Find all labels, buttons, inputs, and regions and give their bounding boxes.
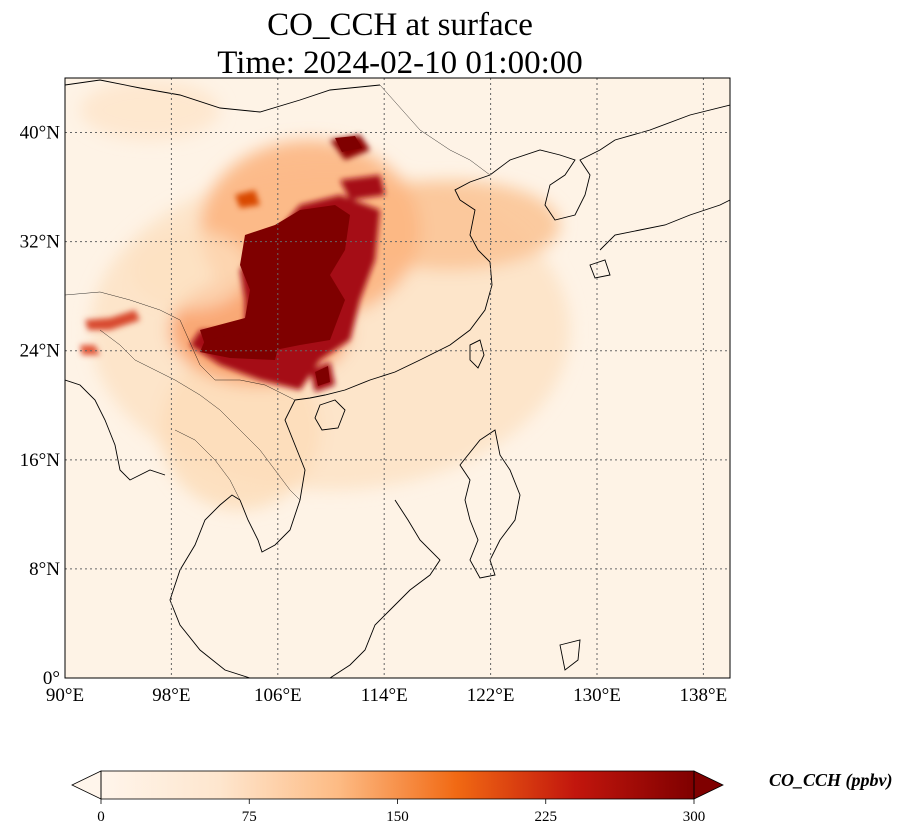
colorbar-extend-max xyxy=(693,770,724,800)
gridlines xyxy=(65,78,730,678)
title-line-2: Time: 2024-02-10 01:00:00 xyxy=(217,45,583,81)
map-panel xyxy=(65,78,730,678)
lon-tick-label: 90°E xyxy=(46,685,84,706)
lon-tick-label: 130°E xyxy=(573,685,621,706)
colorbar-title: CO_CCH (ppbv) xyxy=(769,770,893,790)
colorbar-ticks: 0 75 150 225 300 xyxy=(97,799,705,825)
colorbar-tick-label: 75 xyxy=(242,809,257,825)
concentration-field xyxy=(80,80,570,510)
coastlines xyxy=(65,79,730,678)
colorbar-tick-label: 300 xyxy=(683,809,706,825)
lat-tick-label: 16°N xyxy=(20,450,61,471)
lat-tick-label: 32°N xyxy=(20,232,61,253)
lat-tick-label: 8°N xyxy=(29,559,60,580)
colorbar-tick-label: 225 xyxy=(535,809,558,825)
colorbar-tick-label: 0 xyxy=(97,809,105,825)
colorbar-tick-label: 150 xyxy=(386,809,409,825)
lat-axis: 0° 8°N 16°N 24°N 32°N 40°N xyxy=(20,123,61,689)
colorbar-extend-min xyxy=(71,770,102,800)
lon-axis: 90°E 98°E 106°E 114°E 122°E 130°E 138°E xyxy=(46,685,727,706)
map-frame xyxy=(64,77,731,679)
lon-tick-label: 98°E xyxy=(152,685,190,706)
colorbar-gradient xyxy=(101,771,694,799)
colorbar: 0 75 150 225 300 xyxy=(71,770,724,825)
lon-tick-label: 122°E xyxy=(467,685,515,706)
lon-tick-label: 114°E xyxy=(361,685,408,706)
lon-tick-label: 138°E xyxy=(680,685,728,706)
lat-tick-label: 0° xyxy=(43,668,60,689)
lon-tick-label: 106°E xyxy=(254,685,302,706)
plot-title: CO_CCH at surface Time: 2024-02-10 01:00… xyxy=(0,6,800,82)
lat-tick-label: 40°N xyxy=(20,123,61,144)
lat-tick-label: 24°N xyxy=(20,341,61,362)
title-line-1: CO_CCH at surface xyxy=(267,7,533,43)
